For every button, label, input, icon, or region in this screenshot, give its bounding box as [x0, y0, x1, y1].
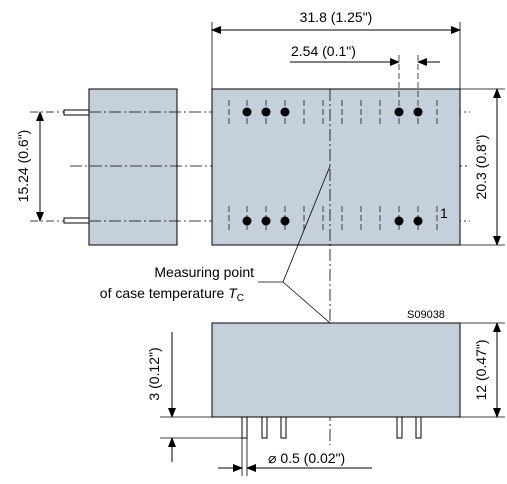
front-pin [261, 416, 268, 439]
pin-dot [394, 107, 404, 117]
measuring-point-line2: of case temperature TC [100, 285, 244, 304]
measuring-point-line1: Measuring point [154, 264, 254, 280]
figure-code: S09038 [407, 309, 445, 321]
front-view: 12 (0.47") 3 (0.12") ⌀ 0.5 (0.02") [146, 322, 505, 476]
front-pin [415, 416, 422, 439]
pin-length-label: 3 (0.12") [146, 347, 162, 400]
total-width-label: 31.8 (1.25") [300, 9, 373, 25]
measuring-point-callout: Measuring point of case temperature TC [100, 165, 331, 324]
pin-dot [242, 216, 252, 226]
pin-dot [280, 107, 290, 117]
pin-dot [394, 216, 404, 226]
pin-one-label: 1 [440, 205, 448, 221]
left-pin-top [63, 109, 90, 116]
pin-dot [413, 107, 423, 117]
left-body [88, 88, 178, 246]
pin-diameter-label: ⌀ 0.5 (0.02") [268, 450, 345, 466]
temp-symbol: T [228, 285, 238, 301]
top-height-label: 20.3 (0.8") [473, 135, 489, 200]
front-height-label: 12 (0.47") [473, 339, 489, 400]
top-view: 1 31.8 (1.25") 2.54 (0.1") 20.3 (0.8") [211, 9, 505, 246]
left-pin-bottom [63, 217, 90, 224]
measuring-point-prefix: of case temperature [100, 285, 225, 301]
pin-dot [280, 216, 290, 226]
front-body [211, 322, 461, 418]
front-pin [280, 416, 287, 439]
front-pin [241, 416, 248, 439]
left-side-view: 15.24 (0.6") [15, 88, 178, 246]
row-spacing-label: 15.24 (0.6") [15, 130, 31, 203]
front-pin [396, 416, 403, 439]
pitch-label: 2.54 (0.1") [291, 43, 356, 59]
pin-dot [261, 216, 271, 226]
pin-dot [242, 107, 252, 117]
pin-dot [413, 216, 423, 226]
pin-dot [261, 107, 271, 117]
temp-subscript: C [237, 293, 244, 304]
